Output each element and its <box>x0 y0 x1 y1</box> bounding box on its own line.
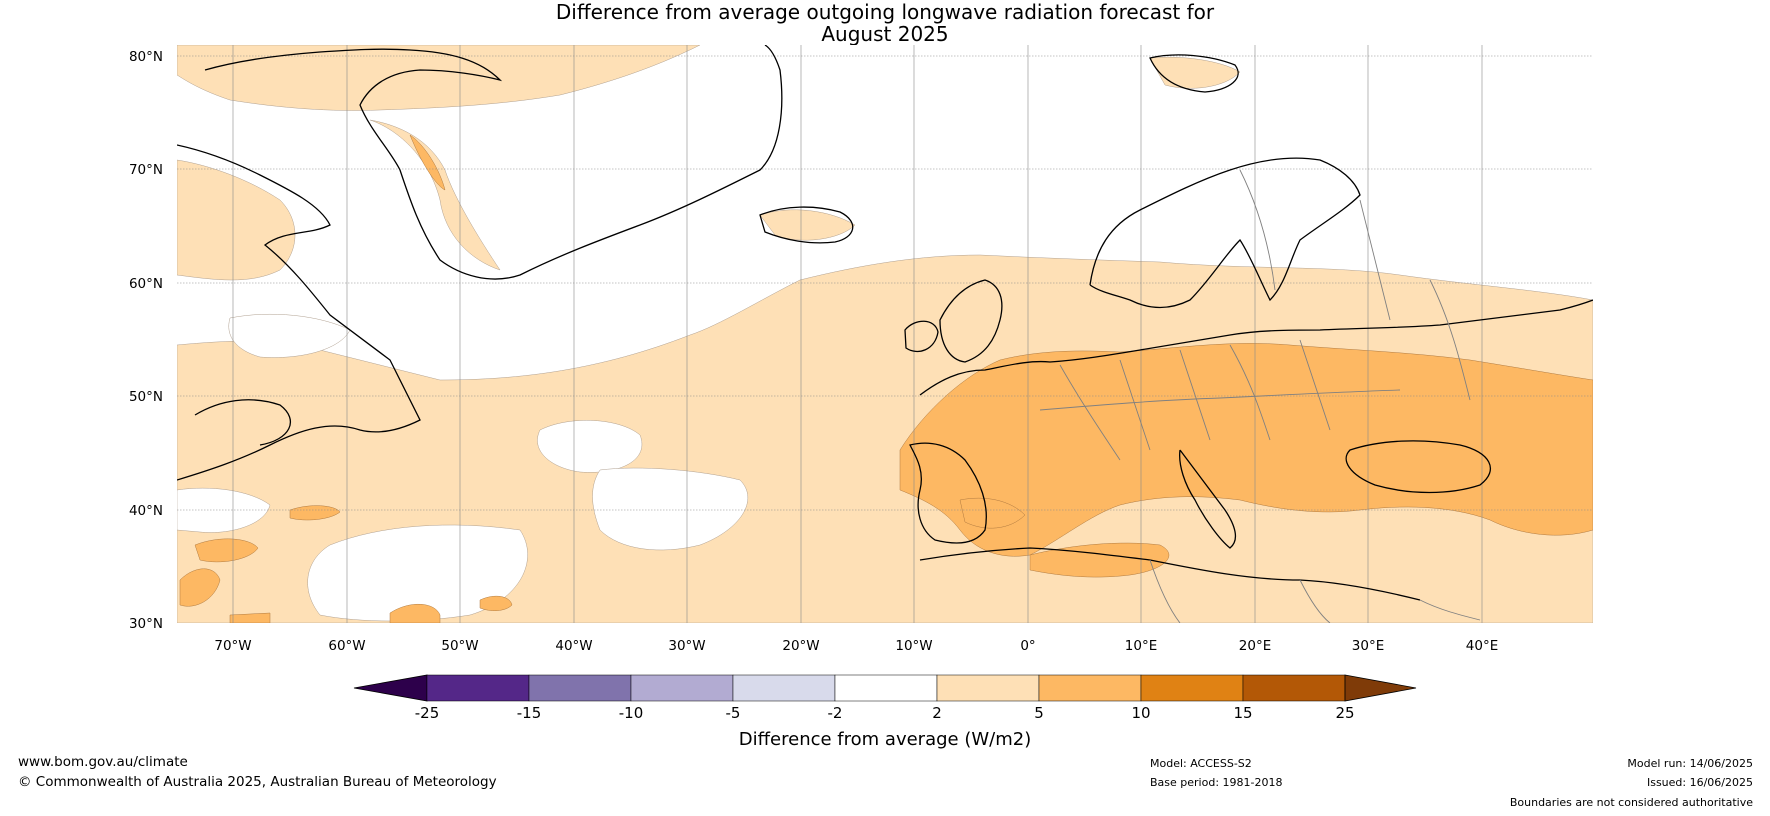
longitude-labels: 70°W 60°W 50°W 40°W 30°W 20°W 10°W 0° 10… <box>214 638 1498 654</box>
scandinavia-coast <box>1089 157 1361 309</box>
title-line-1: Difference from average outgoing longwav… <box>556 0 1215 24</box>
lon-label-10w: 10°W <box>895 638 932 654</box>
lon-label-20e: 20°E <box>1239 638 1271 654</box>
colorbar-bin-2 <box>528 674 632 702</box>
colorbar-bin-7 <box>1038 674 1142 702</box>
lon-label-0: 0° <box>1020 638 1035 654</box>
lon-label-20w: 20°W <box>782 638 819 654</box>
colorbar-extend-low <box>353 674 428 702</box>
lat-label-50n: 50°N <box>129 389 163 405</box>
colorbar-bin-3 <box>630 674 734 702</box>
colorbar-tick: 5 <box>1034 704 1044 722</box>
lon-label-50w: 50°W <box>441 638 478 654</box>
colorbar-bin-1 <box>426 674 530 702</box>
near-average-regions <box>177 313 749 622</box>
latitude-labels: 80°N 70°N 60°N 50°N 40°N 30°N <box>129 49 163 632</box>
italy-coast <box>1179 449 1237 549</box>
colorbar-bin-5 <box>834 674 938 702</box>
colorbar-tick: -15 <box>517 704 542 722</box>
issued-text: Issued: 16/06/2025 <box>1646 776 1753 789</box>
model-text: Model: ACCESS-S2 <box>1150 757 1252 770</box>
lat-label-80n: 80°N <box>129 49 163 65</box>
colorbar-ticks: -25 -15 -10 -5 -2 2 5 10 15 25 <box>415 704 1355 722</box>
lon-label-30e: 30°E <box>1352 638 1384 654</box>
black-sea-coast <box>1345 440 1492 494</box>
colorbar-tick: -10 <box>619 704 644 722</box>
colorbar-tick: 2 <box>932 704 942 722</box>
iberia-coast <box>909 442 987 544</box>
lat-label-60n: 60°N <box>129 276 163 292</box>
colorbar-tick: -25 <box>415 704 440 722</box>
map-panel <box>177 45 1593 623</box>
europe-coast <box>919 299 1593 396</box>
colorbar-bin-6 <box>936 674 1040 702</box>
title-line-2: August 2025 <box>821 22 948 46</box>
uk-coast <box>939 279 1003 363</box>
colorbar-tick: 15 <box>1233 704 1252 722</box>
lon-label-60w: 60°W <box>328 638 365 654</box>
lat-label-70n: 70°N <box>129 162 163 178</box>
base-period-text: Base period: 1981-2018 <box>1150 776 1283 789</box>
lat-label-40n: 40°N <box>129 503 163 519</box>
ireland-coast <box>904 320 939 353</box>
colorbar-bin-4 <box>732 674 836 702</box>
country-borders <box>1039 169 1481 623</box>
website-link: www.bom.gov.au/climate <box>18 754 188 770</box>
greenland-coast <box>204 45 783 280</box>
lon-label-30w: 30°W <box>668 638 705 654</box>
colorbar-tick: -2 <box>828 704 843 722</box>
graticule <box>177 45 1593 623</box>
colorbar-extend-high <box>1344 674 1417 702</box>
canada-coast <box>177 144 421 481</box>
colorbar-bin-9 <box>1242 674 1346 702</box>
anomaly-5-to-10-regions <box>179 134 1593 623</box>
colorbar-tick: -5 <box>726 704 741 722</box>
lat-label-30n: 30°N <box>129 616 163 632</box>
colorbar-tick: 25 <box>1335 704 1354 722</box>
colorbar-label: Difference from average (W/m2) <box>739 729 1031 750</box>
lon-label-70w: 70°W <box>214 638 251 654</box>
colorbar-bin-8 <box>1140 674 1244 702</box>
copyright-text: © Commonwealth of Australia 2025, Austra… <box>18 774 497 790</box>
lon-label-40e: 40°E <box>1466 638 1498 654</box>
lon-label-40w: 40°W <box>555 638 592 654</box>
colorbar <box>353 674 1417 702</box>
lon-label-10e: 10°E <box>1125 638 1157 654</box>
disclaimer-text: Boundaries are not considered authoritat… <box>1509 796 1753 809</box>
coastlines <box>177 45 1593 601</box>
iceland-coast <box>759 206 854 244</box>
colorbar-tick: 10 <box>1131 704 1150 722</box>
model-run-text: Model run: 14/06/2025 <box>1627 757 1753 770</box>
africa-coast <box>919 547 1421 601</box>
